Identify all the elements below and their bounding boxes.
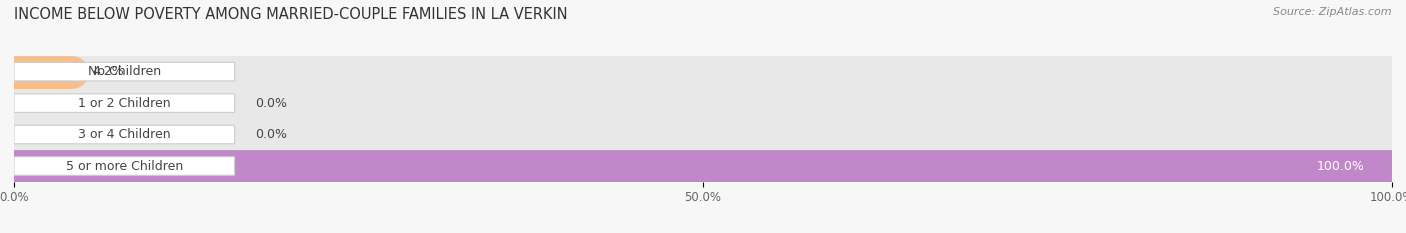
Bar <box>14 62 1392 81</box>
Bar <box>14 125 1392 144</box>
Text: 1 or 2 Children: 1 or 2 Children <box>77 97 170 110</box>
Text: 3 or 4 Children: 3 or 4 Children <box>77 128 170 141</box>
Text: INCOME BELOW POVERTY AMONG MARRIED-COUPLE FAMILIES IN LA VERKIN: INCOME BELOW POVERTY AMONG MARRIED-COUPL… <box>14 7 568 22</box>
Bar <box>14 62 72 81</box>
FancyBboxPatch shape <box>14 94 235 112</box>
Text: 100.0%: 100.0% <box>1316 160 1364 172</box>
Bar <box>14 94 1392 112</box>
FancyBboxPatch shape <box>14 157 235 175</box>
Text: No Children: No Children <box>87 65 160 78</box>
FancyBboxPatch shape <box>14 125 235 144</box>
Text: 5 or more Children: 5 or more Children <box>66 160 183 172</box>
Bar <box>14 157 1392 175</box>
Text: 0.0%: 0.0% <box>256 128 287 141</box>
Bar <box>14 157 1392 175</box>
Text: 0.0%: 0.0% <box>256 97 287 110</box>
Text: 4.2%: 4.2% <box>93 65 124 78</box>
Text: Source: ZipAtlas.com: Source: ZipAtlas.com <box>1274 7 1392 17</box>
FancyBboxPatch shape <box>14 62 235 81</box>
